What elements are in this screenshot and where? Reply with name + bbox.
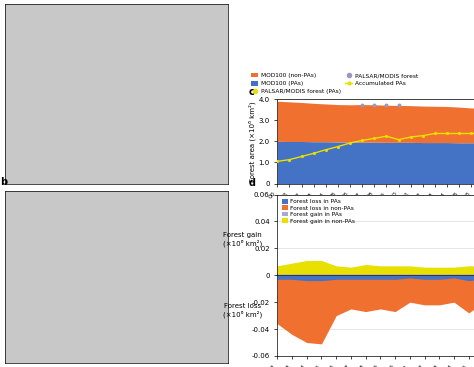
Legend: Forest loss in PAs, Forest loss in non-PAs, Forest gain in PAs, Forest gain in n: Forest loss in PAs, Forest loss in non-P… <box>283 199 356 224</box>
Legend: MOD100 (non-PAs), MOD100 (PAs), PALSAR/MODIS forest (PAs), PALSAR/MODIS forest, : MOD100 (non-PAs), MOD100 (PAs), PALSAR/M… <box>251 73 418 94</box>
Text: c: c <box>248 87 254 97</box>
Point <box>358 102 366 108</box>
Y-axis label: Forest area (×10⁶ km²): Forest area (×10⁶ km²) <box>248 101 255 182</box>
Point <box>383 102 390 108</box>
Point <box>371 102 378 108</box>
Text: b: b <box>0 177 8 188</box>
Text: Forest gain
(×10⁶ km²): Forest gain (×10⁶ km²) <box>223 232 262 247</box>
Text: d: d <box>248 178 255 188</box>
Point <box>395 102 402 108</box>
Text: Forest loss
(×10⁶ km²): Forest loss (×10⁶ km²) <box>223 304 262 318</box>
